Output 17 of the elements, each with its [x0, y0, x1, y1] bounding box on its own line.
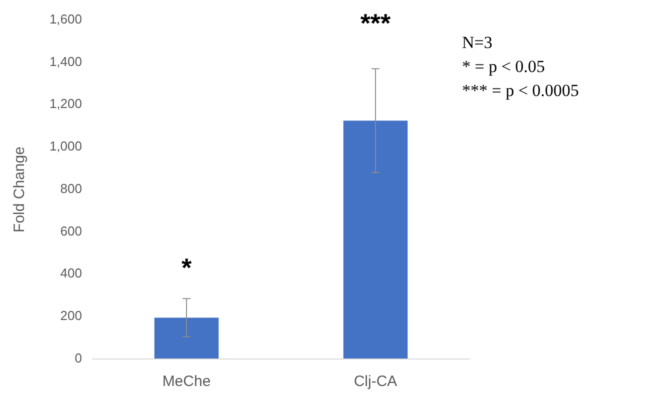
- y-tick-label: 800: [60, 180, 82, 196]
- y-axis-title: Fold Change: [11, 146, 28, 232]
- y-tick-label: 1,000: [49, 138, 82, 154]
- y-tick-label: 1,600: [49, 11, 82, 26]
- y-tick-label: 400: [60, 266, 82, 281]
- annotation: * = p < 0.05: [462, 57, 545, 76]
- y-tick-label: 600: [60, 223, 82, 238]
- y-tick-label: 0: [74, 350, 82, 366]
- x-tick-label: Clj-CA: [354, 373, 398, 390]
- annotation: ***: [360, 8, 392, 38]
- y-tick-label: 200: [60, 308, 82, 324]
- y-tick-label: 1,200: [49, 96, 82, 112]
- annotation: *: [181, 252, 192, 283]
- x-tick-label: MeChe: [162, 373, 211, 390]
- y-tick-label: 1,400: [49, 54, 82, 69]
- annotation: N=3: [462, 33, 492, 52]
- annotation: *** = p < 0.0005: [462, 81, 579, 100]
